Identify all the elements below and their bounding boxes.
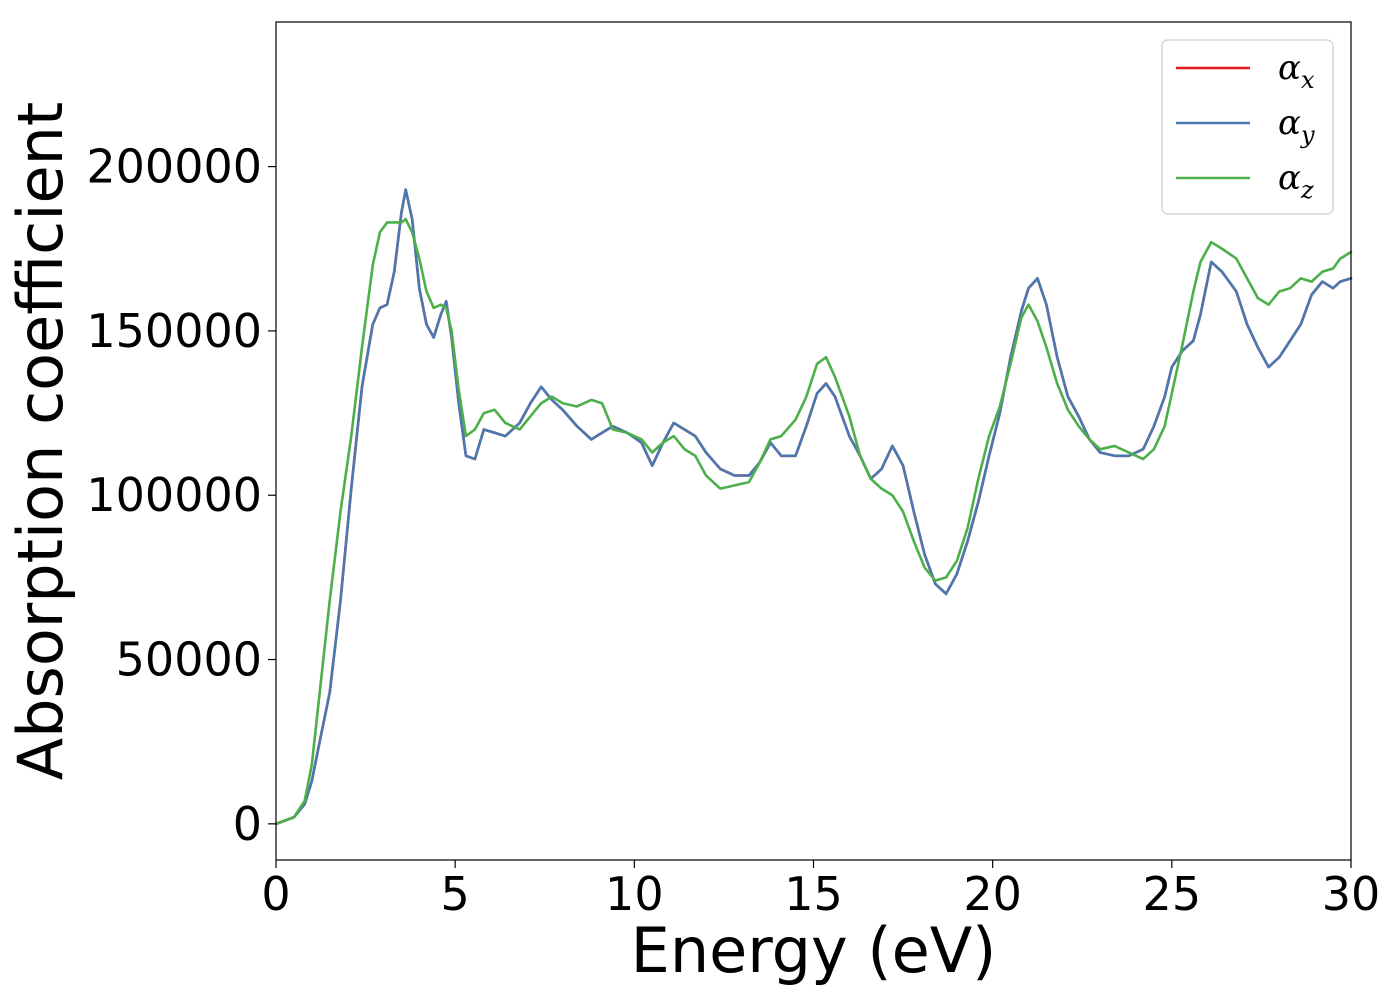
y-tick-label: 100000 — [86, 468, 262, 522]
y-tick-label: 0 — [233, 797, 262, 851]
series-line-x — [274, 188, 1353, 826]
legend-box — [1161, 39, 1334, 215]
legend: αx αy αz — [1161, 39, 1334, 215]
legend-entries: αx αy αz — [1176, 48, 1315, 204]
x-tick-label: 20 — [963, 867, 1022, 921]
x-tick-label: 25 — [1143, 867, 1202, 921]
series-layer — [274, 188, 1353, 826]
x-tick-label: 15 — [784, 867, 843, 921]
y-tick-label: 150000 — [86, 304, 262, 358]
x-tick-label: 10 — [605, 867, 664, 921]
legend-label-z: αz — [1278, 158, 1314, 204]
x-tick-label: 30 — [1322, 867, 1381, 921]
y-tick-label: 50000 — [116, 633, 262, 687]
y-axis-label: Absorption coefficient — [4, 102, 77, 781]
x-tick-label: 0 — [261, 867, 290, 921]
legend-label-x: αx — [1278, 48, 1315, 94]
series-line-z — [274, 217, 1353, 826]
legend-label-y: αy — [1278, 103, 1315, 149]
y-axis-ticks: 0 50000 100000 150000 200000 — [86, 140, 276, 851]
x-axis-label: Energy (eV) — [631, 914, 997, 987]
x-axis-ticks: 0 5 10 15 20 25 30 — [261, 860, 1380, 921]
y-tick-label: 200000 — [86, 140, 262, 194]
series-line-y — [274, 188, 1353, 826]
x-tick-label: 5 — [441, 867, 470, 921]
